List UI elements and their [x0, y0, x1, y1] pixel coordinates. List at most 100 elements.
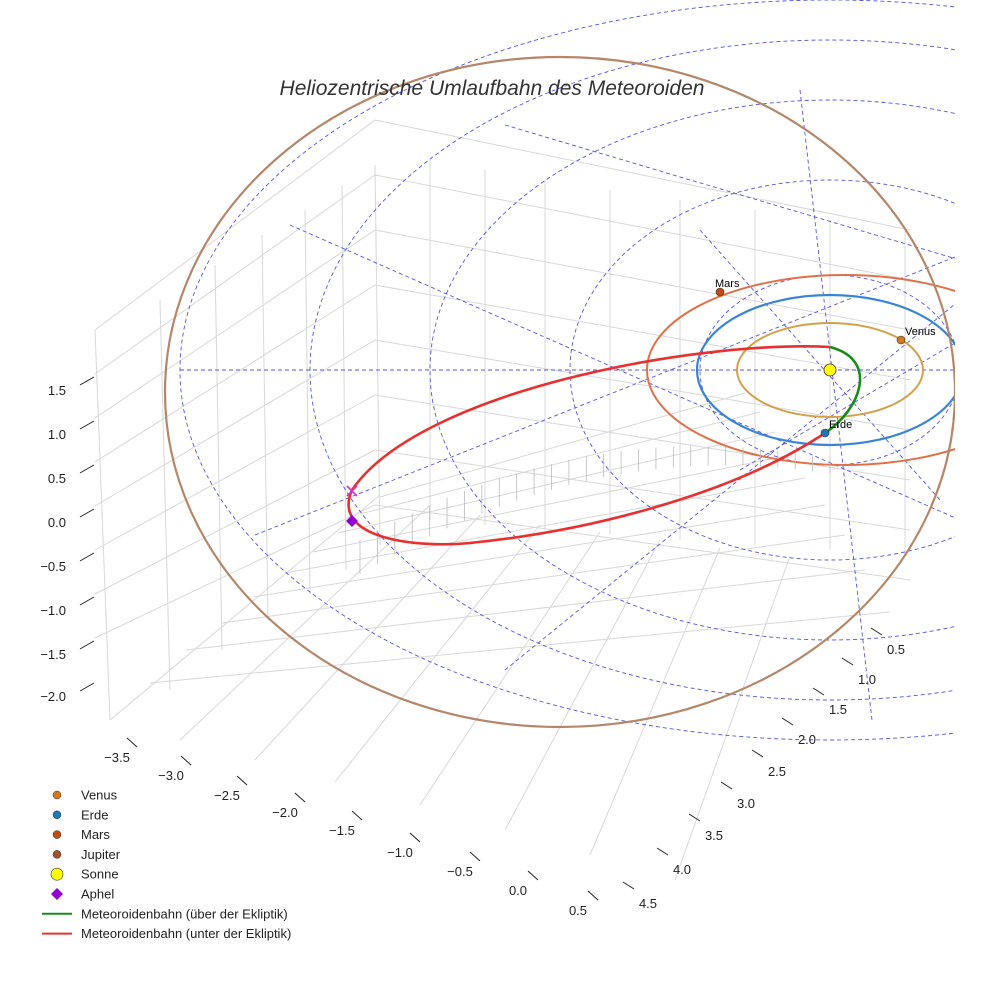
z-tick-mark [79, 508, 95, 518]
z-tick-mark [79, 640, 95, 650]
grid-line [674, 555, 791, 881]
z-tick-mark [79, 682, 95, 692]
grid-line [589, 547, 721, 856]
meteoroid-path-below [347, 345, 831, 546]
legend-label: Erde [81, 807, 108, 822]
grid-line [94, 229, 376, 419]
x-tick-mark [469, 851, 481, 862]
polar-ring [429, 99, 955, 641]
grid-line [221, 534, 846, 624]
legend-marker [52, 850, 62, 859]
y-tick-label: 2.0 [798, 732, 816, 747]
y-tick-label: 1.5 [829, 702, 847, 717]
grid-line [109, 494, 381, 721]
polar-spoke [799, 89, 873, 721]
meteoroid-orbit [347, 345, 862, 546]
y-tick-mark [751, 749, 764, 758]
y-tick-label: 3.0 [737, 796, 755, 811]
grid-line [94, 504, 376, 639]
axes-grid [94, 119, 911, 881]
x-tick-mark [180, 755, 192, 766]
z-tick-label: −1.0 [40, 603, 66, 618]
body-markers: Venus Erde Mars [346, 278, 936, 527]
grid-line [312, 454, 791, 553]
y-tick-label: 3.5 [705, 828, 723, 843]
legend-item: Meteoroidenbahn (unter der Ekliptik) [42, 926, 291, 941]
x-tick-label: −2.5 [214, 788, 240, 803]
grid-line [94, 394, 376, 551]
aphel-projection-marker [346, 485, 358, 497]
legend-label: Meteoroidenbahn (unter der Ekliptik) [81, 926, 291, 941]
z-tick-label: 1.0 [48, 427, 66, 442]
planet-venus [896, 335, 906, 345]
y-tick-label: 0.5 [887, 642, 905, 657]
z-tick-mark [79, 596, 95, 606]
y-tick-mark [781, 717, 794, 726]
legend-item: Sonne [50, 867, 119, 882]
x-tick-label: −1.5 [329, 823, 355, 838]
planet-label-venus: Venus [905, 326, 936, 338]
legend-marker [52, 830, 62, 839]
x-tick-mark [236, 775, 248, 786]
legend-item: Jupiter [52, 847, 121, 862]
y-tick-mark [812, 687, 825, 696]
meteoroid-path-above [824, 345, 862, 435]
grid-line [359, 411, 761, 515]
grid-line [374, 339, 911, 431]
grid-line [94, 284, 376, 463]
grid-line [94, 329, 111, 721]
y-tick-mark [622, 881, 635, 890]
legend-item: Aphel [51, 887, 114, 902]
x-tick-label: −3.5 [104, 750, 130, 765]
y-tick-label: 1.0 [858, 672, 876, 687]
grid-line [337, 431, 776, 534]
z-tick-mark [79, 552, 95, 562]
legend-label: Sonne [81, 867, 119, 882]
polar-spoke [254, 256, 955, 536]
polar-spoke [739, 342, 955, 471]
grid-line [379, 392, 746, 498]
orbit-venus [736, 322, 924, 418]
y-tick-mark [656, 847, 669, 856]
z-tick-label: 0.5 [48, 471, 66, 486]
z-tick-mark [79, 464, 95, 474]
y-tick-mark [870, 627, 883, 636]
grid-line [374, 164, 381, 546]
x-tick-mark [409, 832, 421, 843]
chart-title: Heliozentrische Umlaufbahn des Meteoroid… [280, 77, 705, 100]
polar-spoke [699, 229, 941, 501]
legend-marker [52, 810, 62, 820]
grid-line [504, 539, 661, 831]
y-tick-label: 2.5 [768, 764, 786, 779]
x-tick-label: −1.0 [387, 845, 413, 860]
aphel-marker [346, 515, 358, 527]
legend-label: Meteoroidenbahn (über der Ekliptik) [81, 906, 288, 921]
x-tick-label: 0.5 [569, 903, 587, 918]
z-tick-label: −1.5 [40, 647, 66, 662]
meteoroid-drop-lines [359, 446, 831, 574]
grid-line [214, 264, 223, 651]
legend-label: Venus [81, 788, 118, 803]
grid-line [261, 234, 269, 621]
x-tick-mark [351, 810, 363, 821]
x-tick-mark [527, 870, 539, 881]
y-tick-label: 4.5 [639, 896, 657, 911]
grid-line [374, 394, 911, 481]
grid-line [94, 449, 376, 595]
legend-marker [50, 867, 64, 881]
grid-line [254, 514, 481, 761]
z-tick-label: 1.5 [48, 383, 66, 398]
legend-item: Mars [52, 827, 110, 842]
polar-ring [569, 179, 955, 561]
grid-line [374, 174, 911, 281]
legend: Venus Erde Mars Jupiter Sonne Aphel Meteoroide… [42, 788, 291, 941]
y-tick-mark [688, 813, 701, 822]
x-tick-label: 0.0 [509, 883, 527, 898]
legend-marker [51, 888, 63, 900]
z-tick-label: −2.0 [40, 689, 66, 704]
polar-spoke [504, 124, 955, 259]
orbit-erde [695, 293, 955, 447]
polar-spoke [289, 224, 955, 519]
z-tick-label: 0.0 [48, 515, 66, 530]
